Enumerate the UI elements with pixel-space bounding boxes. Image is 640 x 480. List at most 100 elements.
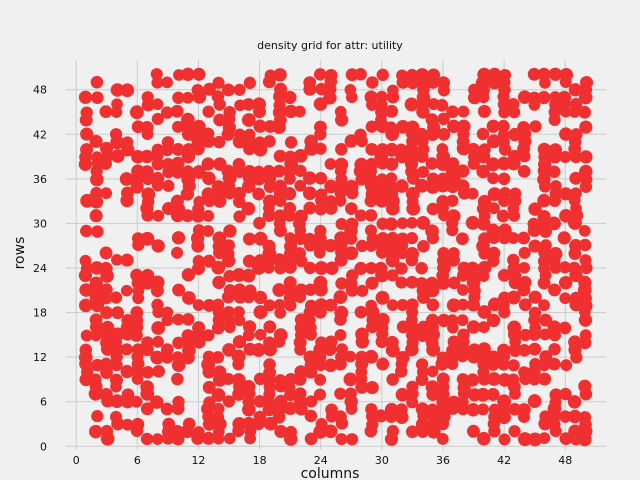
data-point xyxy=(487,372,501,386)
y-tick-label: 6 xyxy=(40,396,47,409)
data-point xyxy=(161,306,174,319)
data-point xyxy=(89,195,104,209)
data-point xyxy=(446,209,461,224)
data-point xyxy=(447,119,461,134)
data-point xyxy=(487,187,502,202)
data-point xyxy=(152,209,165,222)
data-point xyxy=(508,425,521,438)
data-point xyxy=(446,157,460,170)
data-point xyxy=(527,217,540,231)
y-axis-label: rows xyxy=(12,237,28,270)
data-point xyxy=(426,403,439,416)
data-point xyxy=(579,150,593,164)
data-point xyxy=(202,329,215,342)
data-point xyxy=(549,388,563,402)
data-point xyxy=(79,254,92,267)
data-point xyxy=(212,402,225,415)
data-point xyxy=(151,239,165,253)
data-point xyxy=(79,283,93,297)
data-point xyxy=(91,225,104,238)
data-point xyxy=(201,157,215,171)
data-point xyxy=(396,350,410,365)
data-point xyxy=(222,305,236,319)
data-point xyxy=(141,336,154,349)
data-point xyxy=(192,299,205,312)
data-point xyxy=(560,359,573,372)
data-point xyxy=(273,68,287,82)
data-point xyxy=(374,409,388,423)
data-point xyxy=(415,402,430,416)
data-point xyxy=(456,164,470,178)
data-point xyxy=(477,431,491,446)
data-point xyxy=(293,387,307,401)
data-point xyxy=(80,127,94,141)
data-point xyxy=(466,373,480,387)
data-point xyxy=(456,373,469,386)
data-point xyxy=(435,99,449,112)
data-point xyxy=(528,342,542,356)
data-point xyxy=(152,364,165,378)
data-point xyxy=(90,186,103,200)
data-point xyxy=(548,342,561,356)
data-point xyxy=(273,298,286,311)
data-point xyxy=(99,246,113,260)
data-point xyxy=(486,157,501,172)
data-point xyxy=(427,68,441,82)
data-point xyxy=(283,401,297,416)
data-point xyxy=(223,224,237,238)
data-point xyxy=(100,141,114,155)
data-point xyxy=(201,431,216,445)
data-point xyxy=(570,291,583,304)
data-point xyxy=(325,261,339,275)
data-point xyxy=(538,432,551,444)
data-point xyxy=(294,365,308,379)
data-point xyxy=(507,232,520,245)
data-point xyxy=(364,90,378,104)
data-point xyxy=(579,120,593,134)
data-point xyxy=(486,223,500,237)
data-point xyxy=(293,247,307,260)
data-point xyxy=(497,119,510,133)
data-point xyxy=(91,151,104,164)
data-point xyxy=(302,186,317,201)
data-point xyxy=(232,417,247,431)
data-point xyxy=(150,275,165,290)
data-point xyxy=(466,402,480,417)
data-point xyxy=(305,395,318,408)
data-point xyxy=(253,395,267,408)
data-point xyxy=(457,328,470,341)
data-point xyxy=(446,105,459,119)
data-point xyxy=(476,387,490,402)
data-point xyxy=(335,433,348,446)
data-point xyxy=(568,424,582,439)
data-point xyxy=(202,105,215,118)
data-point xyxy=(538,299,550,312)
data-point xyxy=(386,231,400,245)
data-point xyxy=(233,128,246,141)
data-point xyxy=(457,105,470,118)
data-point xyxy=(152,335,164,348)
data-point xyxy=(151,298,164,312)
data-point xyxy=(140,231,155,246)
data-point xyxy=(547,216,561,231)
data-point xyxy=(344,179,359,194)
y-tick-label: 18 xyxy=(33,307,47,320)
data-point xyxy=(284,425,298,439)
data-point xyxy=(130,306,144,320)
data-point xyxy=(405,232,419,245)
data-point xyxy=(549,180,562,192)
data-point xyxy=(99,388,113,402)
data-point xyxy=(273,328,288,343)
data-point xyxy=(140,165,154,179)
data-point xyxy=(334,105,347,118)
data-point xyxy=(334,231,348,245)
data-point xyxy=(182,291,196,305)
data-point xyxy=(477,321,490,334)
data-point xyxy=(313,388,327,401)
data-point xyxy=(222,343,236,357)
data-point xyxy=(417,239,430,253)
data-point xyxy=(478,143,491,156)
data-point xyxy=(140,402,154,416)
data-point xyxy=(223,432,236,445)
data-point xyxy=(212,76,225,89)
